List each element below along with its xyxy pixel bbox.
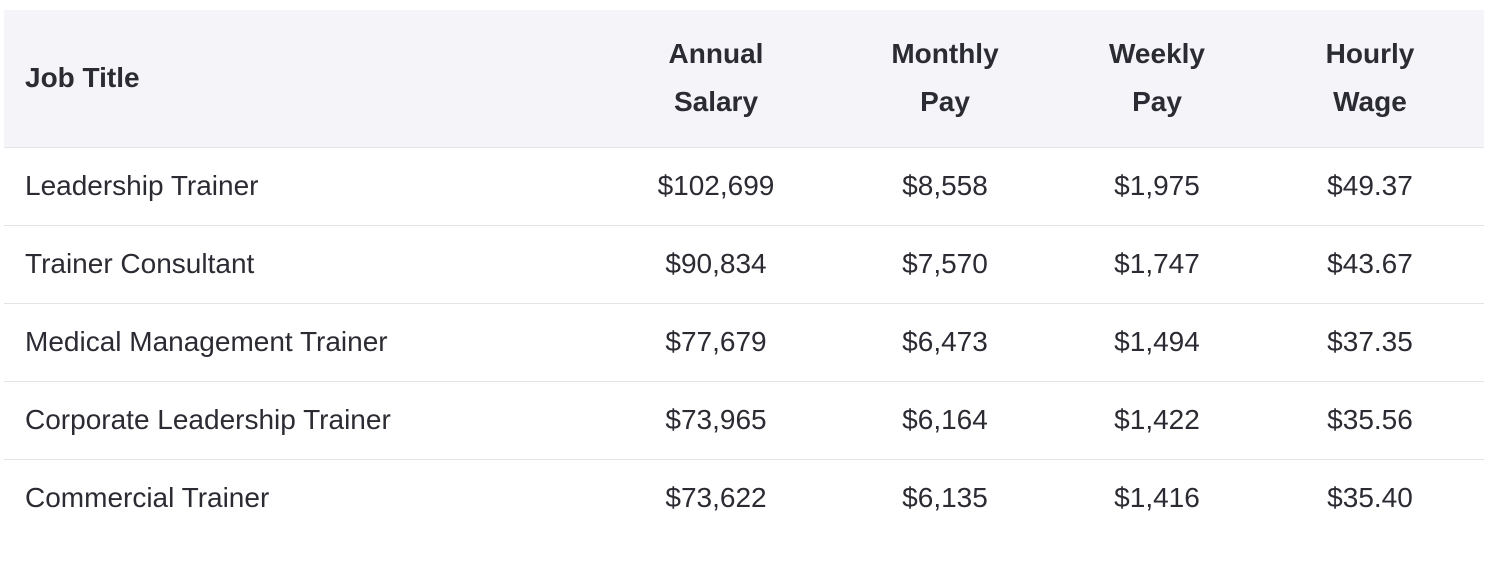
job-title-cell: Corporate Leadership Trainer bbox=[25, 404, 391, 435]
pay-cell: $6,135 bbox=[902, 482, 988, 514]
job-title-cell: Leadership Trainer bbox=[25, 170, 259, 201]
job-title-cell: Trainer Consultant bbox=[25, 248, 255, 279]
pay-cell: $1,494 bbox=[1114, 326, 1200, 357]
pay-cell: $49.37 bbox=[1327, 170, 1413, 201]
table-row: Trainer Consultant $90,834 $7,570 $1,747 $43… bbox=[4, 225, 1484, 303]
table-row: Medical Management Trainer $77,679 $6,473 $… bbox=[4, 303, 1484, 381]
header-text: Monthly Pay bbox=[891, 38, 999, 118]
pay-cell: $37.35 bbox=[1327, 326, 1413, 357]
pay-cell: $77,679 bbox=[665, 326, 767, 357]
pay-cell: $35.40 bbox=[1327, 482, 1413, 514]
pay-cell: $35.56 bbox=[1327, 404, 1413, 435]
column-header: Job Title bbox=[25, 62, 140, 94]
pay-cell: $6,473 bbox=[902, 326, 988, 357]
job-title-cell: Medical Management Trainer bbox=[25, 326, 388, 357]
pay-cell: $43.67 bbox=[1327, 248, 1413, 279]
column-header: Annual Salary bbox=[600, 10, 832, 147]
salary-table: Job Title Annual Salary Monthly Pay Weekly … bbox=[4, 10, 1484, 537]
table-header: Job Title Annual Salary Monthly Pay Weekly … bbox=[4, 10, 1484, 147]
table-row: Corporate Leadership Trainer $73,965 $6,16… bbox=[4, 381, 1484, 459]
pay-cell: $73,965 bbox=[665, 404, 767, 435]
header-text: Weekly Pay bbox=[1109, 38, 1205, 118]
pay-cell: $1,422 bbox=[1114, 404, 1200, 435]
table-row: Leadership Trainer $102,699 $8,558 $1,975 $4… bbox=[4, 147, 1484, 225]
pay-cell: $8,558 bbox=[902, 170, 988, 201]
pay-cell: $6,164 bbox=[902, 404, 988, 435]
pay-cell: $102,699 bbox=[657, 170, 775, 201]
pay-cell: $73,622 bbox=[665, 482, 767, 514]
table-body: Leadership Trainer $102,699 $8,558 $1,975 $4… bbox=[4, 147, 1484, 537]
pay-cell: $90,834 bbox=[665, 248, 767, 279]
column-header: Weekly Pay bbox=[1058, 10, 1256, 147]
table-row: Commercial Trainer $73,622 $6,135 $1,416 $35… bbox=[4, 459, 1484, 537]
pay-cell: $1,416 bbox=[1114, 482, 1200, 514]
column-header: Monthly Pay bbox=[832, 10, 1058, 147]
header-row: Job Title Annual Salary Monthly Pay Weekly … bbox=[4, 10, 1484, 147]
column-header: Hourly Wage bbox=[1256, 10, 1484, 147]
pay-cell: $7,570 bbox=[902, 248, 988, 279]
pay-cell: $1,975 bbox=[1114, 170, 1200, 201]
pay-cell: $1,747 bbox=[1114, 248, 1200, 279]
header-text: Hourly Wage bbox=[1325, 38, 1415, 118]
header-text: Annual Salary bbox=[668, 38, 764, 118]
job-title-cell: Commercial Trainer bbox=[25, 482, 270, 514]
